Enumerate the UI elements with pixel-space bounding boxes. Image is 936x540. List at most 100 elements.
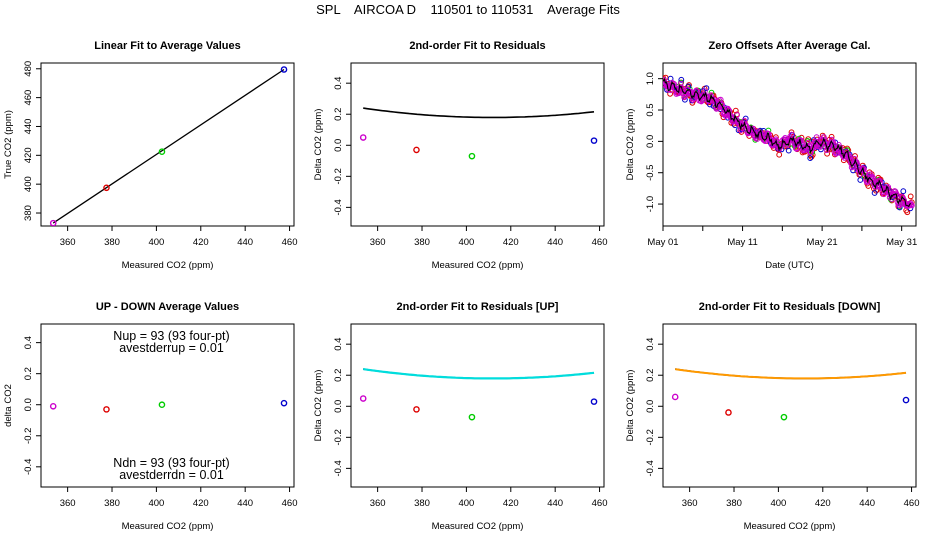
x-tick-label: 360 [682,498,698,509]
x-tick-label: 380 [726,498,742,509]
data-point [158,148,166,156]
data-point [707,101,713,108]
data-point [807,155,814,162]
x-tick-label: 460 [592,498,608,509]
x-tick-label: 460 [904,498,920,509]
data-point [280,66,288,73]
y-tick-label: -0.5 [645,165,656,181]
data-point [868,176,875,183]
x-tick-label: 400 [458,237,474,248]
x-tick-label: 400 [770,498,786,509]
x-tick-label: 400 [148,237,164,248]
data-point [857,177,864,183]
data-point [773,134,779,141]
y-tick-label: -0.2 [333,168,344,184]
annotation-top: avestderrup = 0.01 [119,341,224,355]
x-tick-label: 440 [859,498,875,509]
data-point [49,219,57,226]
x-tick-label: 380 [104,237,120,248]
y-tick-label: -1.0 [645,196,656,212]
data-point [808,149,814,156]
plot-area [663,74,915,216]
y-axis-label: delta CO2 [3,384,14,427]
y-tick-label: 0.4 [333,338,344,351]
y-axis-label: True CO2 (ppm) [3,110,14,179]
y-tick-label: 0.0 [645,135,656,148]
plot-title: 2nd-order Fit to Residuals [409,40,545,52]
x-tick-label: May 21 [807,237,838,248]
y-tick-label: -0.4 [645,460,656,476]
x-axis-label: Measured CO2 (ppm) [122,260,214,271]
plot-p4: UP - DOWN Average Values Measured CO2 (pp… [3,301,297,532]
fit-line [675,368,907,380]
data-point [852,153,858,159]
y-axis-label: Delta CO2 (ppm) [313,370,324,442]
x-tick-label: 440 [547,237,563,248]
data-point [908,201,914,208]
data-point [49,402,57,410]
y-tick-label: 0.2 [23,367,34,380]
data-point [280,399,288,407]
data-point [859,165,866,171]
plot-area [359,368,598,421]
data-point [158,401,166,409]
plot-area [671,368,910,421]
x-tick-label: 420 [503,498,519,509]
y-axis-label: Delta CO2 (ppm) [313,109,324,181]
plot-p6: 2nd-order Fit to Residuals [DOWN] Measure… [625,301,919,532]
y-tick-label: -0.2 [23,428,34,444]
y-tick-label: 0.5 [645,103,656,116]
plot-frame [40,323,295,488]
data-point [671,393,679,401]
data-point [721,111,728,118]
plot-p1: Linear Fit to Average Values Measured CO2… [3,40,297,271]
y-tick-label: 0.4 [23,336,34,349]
fit-line [52,68,285,224]
y-tick-label: 440 [23,119,34,135]
y-tick-label: 400 [23,176,34,192]
data-point [103,184,110,192]
x-tick-label: May 31 [886,237,917,248]
data-point [590,137,598,144]
plot-frame [662,62,917,227]
data-point [590,398,598,405]
y-tick-label: 480 [23,61,34,77]
data-point [359,134,367,141]
x-tick-label: 360 [60,498,76,509]
data-point [850,167,856,174]
x-tick-label: 420 [193,498,209,509]
y-tick-label: 1.0 [645,72,656,85]
data-point [413,406,420,413]
x-tick-label: 460 [592,237,608,248]
data-point [813,134,820,141]
x-axis-label: Measured CO2 (ppm) [432,260,524,271]
y-axis-label: Delta CO2 (ppm) [625,370,636,442]
data-point [468,152,476,160]
page-title: SPL AIRCOA D 110501 to 110531 Average Fi… [316,2,620,17]
x-tick-label: 360 [60,237,76,248]
fit-line [363,368,595,380]
data-point [846,154,852,161]
y-tick-label: -0.2 [645,429,656,445]
x-axis-label: Date (UTC) [765,260,814,271]
y-tick-label: 0.0 [333,139,344,152]
annotation-bottom: avestderrdn = 0.01 [119,468,224,482]
plot-title: UP - DOWN Average Values [96,301,239,313]
annotation-top: Nup = 93 (93 four-pt) [113,329,229,343]
x-tick-label: 440 [237,237,253,248]
y-tick-label: 380 [23,205,34,221]
plot-frame [40,62,295,227]
data-point [902,396,910,404]
data-point [468,413,476,421]
plot-p3: Zero Offsets After Average Cal. Date (UTC… [625,40,917,271]
x-tick-label: 460 [282,498,298,509]
x-tick-label: 460 [282,237,298,248]
y-tick-label: -0.2 [333,429,344,445]
data-point [904,209,911,216]
plot-frame [350,62,605,227]
y-tick-label: -0.4 [333,460,344,476]
running-mean-line [663,77,912,208]
x-tick-label: May 11 [727,237,757,248]
y-tick-label: 0.2 [645,369,656,382]
x-tick-label: 440 [547,498,563,509]
